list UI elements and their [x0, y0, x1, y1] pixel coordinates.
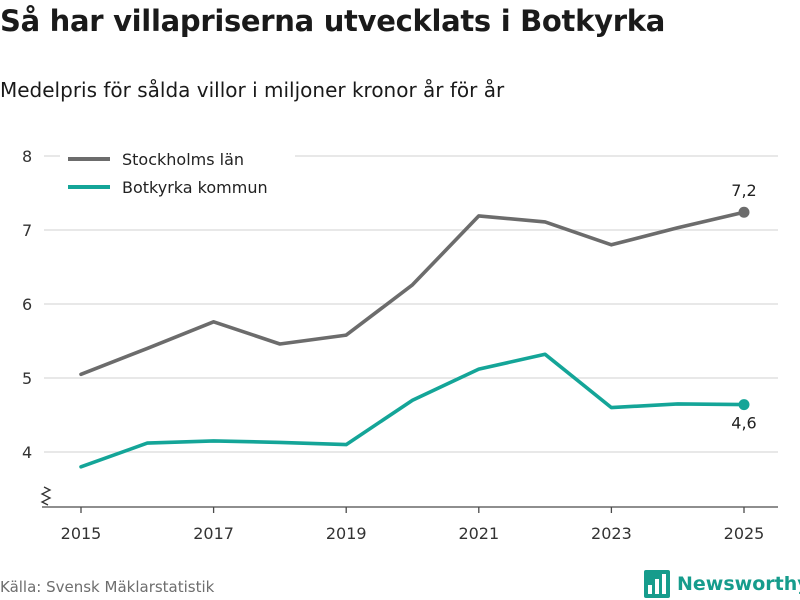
y-tick-label: 7 [22, 221, 32, 240]
brand-logo: Newsworthy [644, 570, 800, 598]
y-tick-label: 4 [22, 443, 32, 462]
x-tick-label: 2017 [193, 524, 234, 543]
x-tick-label: 2021 [458, 524, 499, 543]
y-tick-label: 8 [22, 147, 32, 166]
newsworthy-logo-icon [644, 570, 670, 598]
series-line-stockholm [79, 210, 746, 377]
legend-label-stockholm: Stockholms län [122, 150, 244, 169]
legend-label-botkyrka: Botkyrka kommun [122, 178, 268, 197]
chart-title: Så har villapriserna utvecklats i Botkyr… [0, 4, 665, 38]
legend-background [60, 147, 295, 199]
x-tick-label: 2015 [61, 524, 102, 543]
axis-break-icon [40, 486, 52, 506]
x-tick-label: 2025 [724, 524, 765, 543]
x-tick-label: 2019 [326, 524, 367, 543]
x-tick-label: 2023 [591, 524, 632, 543]
brand-name: Newsworthy [677, 573, 800, 595]
end-marker-botkyrka [738, 399, 750, 411]
end-marker-stockholm [738, 206, 750, 218]
series-line-botkyrka [79, 352, 746, 469]
end-label-stockholm: 7,2 [731, 181, 756, 200]
chart-subtitle: Medelpris för sålda villor i miljoner kr… [0, 78, 505, 102]
y-tick-label: 5 [22, 369, 32, 388]
end-label-botkyrka: 4,6 [731, 414, 756, 433]
source-note: Källa: Svensk Mäklarstatistik [0, 578, 215, 596]
y-tick-label: 6 [22, 295, 32, 314]
